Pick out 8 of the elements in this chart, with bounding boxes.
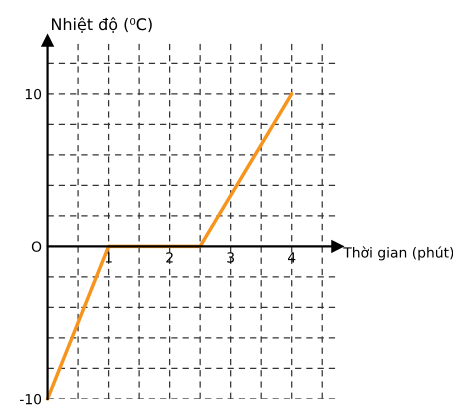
x-axis-title: Thời gian (phút) [343, 246, 453, 260]
y-tick-label: -10 [20, 394, 42, 404]
x-tick-label: 2 [166, 252, 173, 263]
y-axis-title: Nhiệt độ (⁰C) [52, 17, 152, 33]
y-tick-label: 10 [26, 88, 42, 100]
y-tick-label: O [32, 241, 42, 252]
x-tick-label: 4 [288, 252, 296, 263]
x-tick-label: 3 [227, 252, 234, 263]
